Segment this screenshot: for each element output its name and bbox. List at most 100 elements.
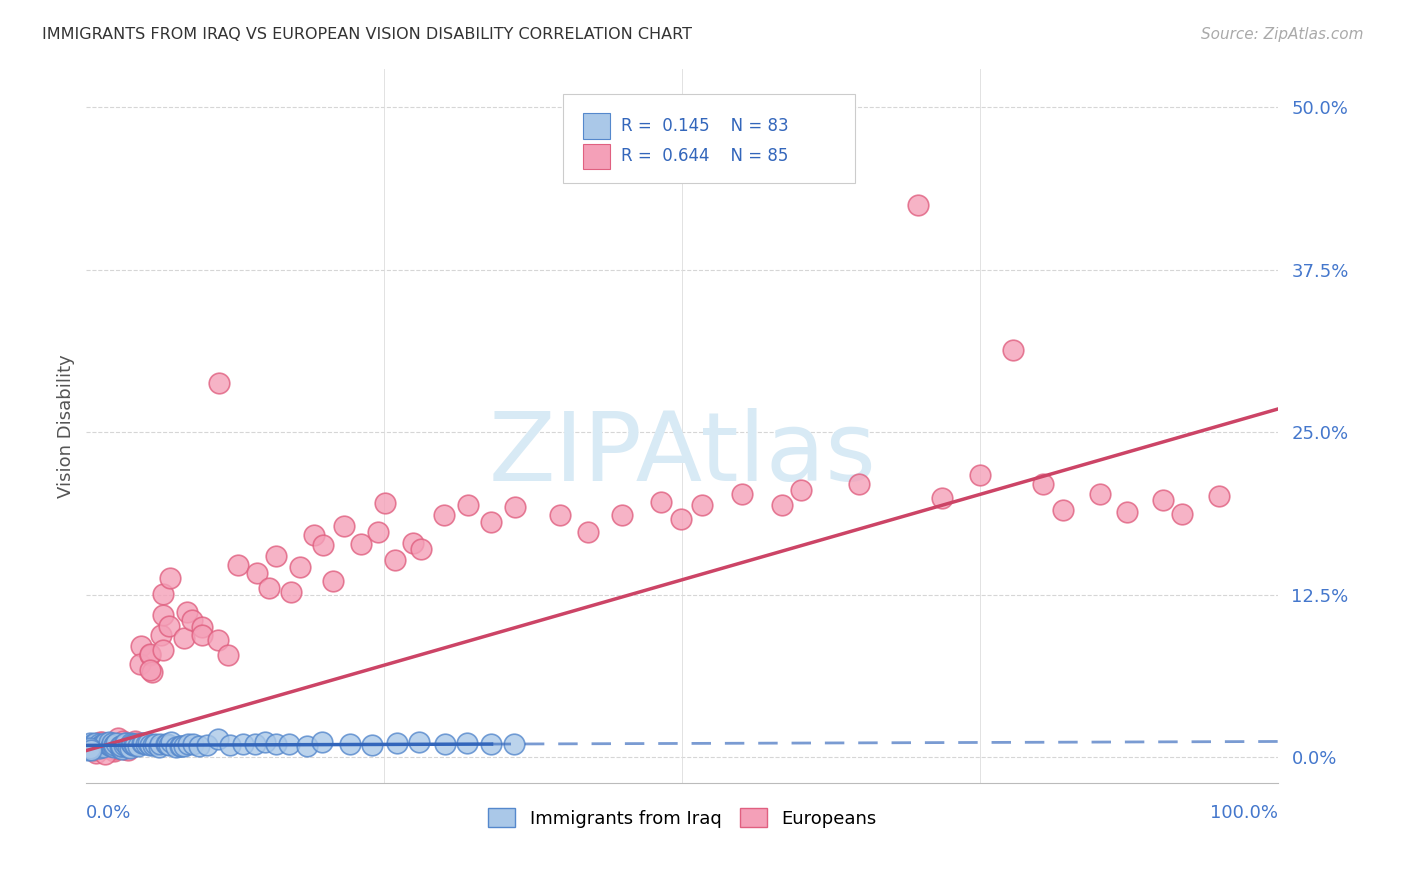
Point: [503, 500, 526, 514]
Point: [931, 491, 953, 505]
Point: [311, 735, 333, 749]
Point: [105, 738, 128, 752]
Point: [94, 747, 117, 761]
Point: [121, 738, 143, 752]
Legend: Immigrants from Iraq, Europeans: Immigrants from Iraq, Europeans: [481, 801, 883, 835]
Point: [108, 741, 131, 756]
Point: [124, 739, 146, 753]
Point: [969, 468, 991, 483]
Point: [155, 737, 177, 751]
Point: [100, 739, 122, 753]
Point: [690, 498, 713, 512]
Point: [86, 739, 108, 754]
Point: [385, 735, 408, 749]
Point: [228, 558, 250, 573]
Point: [187, 739, 209, 754]
Point: [122, 737, 145, 751]
Point: [176, 606, 198, 620]
Point: [121, 737, 143, 751]
Point: [120, 736, 142, 750]
Point: [103, 740, 125, 755]
Point: [481, 737, 503, 751]
Point: [190, 628, 212, 642]
Point: [77, 742, 100, 756]
Point: [150, 628, 173, 642]
Point: [114, 736, 136, 750]
Point: [333, 518, 356, 533]
Point: [367, 524, 389, 539]
FancyBboxPatch shape: [562, 94, 855, 183]
Point: [148, 740, 170, 755]
Point: [84, 736, 107, 750]
Point: [124, 734, 146, 748]
Point: [264, 549, 287, 563]
Point: [253, 735, 276, 749]
Point: [1208, 489, 1230, 503]
Point: [132, 736, 155, 750]
Point: [112, 742, 135, 756]
Point: [1052, 503, 1074, 517]
Point: [207, 732, 229, 747]
Point: [141, 665, 163, 679]
Point: [169, 739, 191, 753]
Point: [87, 740, 110, 755]
Point: [94, 736, 117, 750]
Point: [84, 739, 107, 753]
Point: [80, 739, 103, 754]
Point: [165, 739, 187, 754]
Point: [143, 737, 166, 751]
Point: [207, 632, 229, 647]
Point: [243, 737, 266, 751]
Point: [136, 736, 159, 750]
Point: [434, 738, 457, 752]
Point: [322, 574, 344, 588]
FancyBboxPatch shape: [583, 112, 610, 138]
Point: [100, 736, 122, 750]
Point: [183, 737, 205, 751]
Point: [280, 584, 302, 599]
Point: [112, 733, 135, 747]
Point: [177, 737, 200, 751]
Point: [433, 508, 456, 523]
Point: [115, 739, 138, 753]
Point: [89, 735, 111, 749]
Point: [671, 512, 693, 526]
Point: [139, 648, 162, 663]
Text: Source: ZipAtlas.com: Source: ZipAtlas.com: [1201, 27, 1364, 42]
Point: [170, 739, 193, 754]
Point: [127, 739, 149, 753]
Point: [96, 739, 118, 754]
Point: [402, 536, 425, 550]
Point: [502, 737, 524, 751]
Point: [361, 738, 384, 752]
Point: [1032, 477, 1054, 491]
Point: [103, 738, 125, 752]
Point: [117, 740, 139, 755]
Point: [848, 477, 870, 491]
Text: ZIPAtlas: ZIPAtlas: [488, 408, 876, 501]
Point: [103, 744, 125, 758]
Point: [94, 741, 117, 756]
Point: [79, 740, 101, 755]
Point: [111, 739, 134, 754]
Point: [93, 738, 115, 752]
Point: [91, 740, 114, 755]
Point: [1171, 507, 1194, 521]
Point: [100, 739, 122, 754]
Point: [156, 737, 179, 751]
Point: [104, 737, 127, 751]
Point: [278, 737, 301, 751]
Point: [350, 537, 373, 551]
Point: [180, 613, 202, 627]
Point: [408, 735, 430, 749]
Point: [104, 741, 127, 756]
Point: [312, 538, 335, 552]
Point: [152, 642, 174, 657]
Point: [117, 739, 139, 754]
Point: [295, 739, 318, 753]
Point: [907, 198, 929, 212]
Point: [125, 735, 148, 749]
Point: [1115, 505, 1137, 519]
Point: [77, 739, 100, 753]
Point: [104, 742, 127, 756]
